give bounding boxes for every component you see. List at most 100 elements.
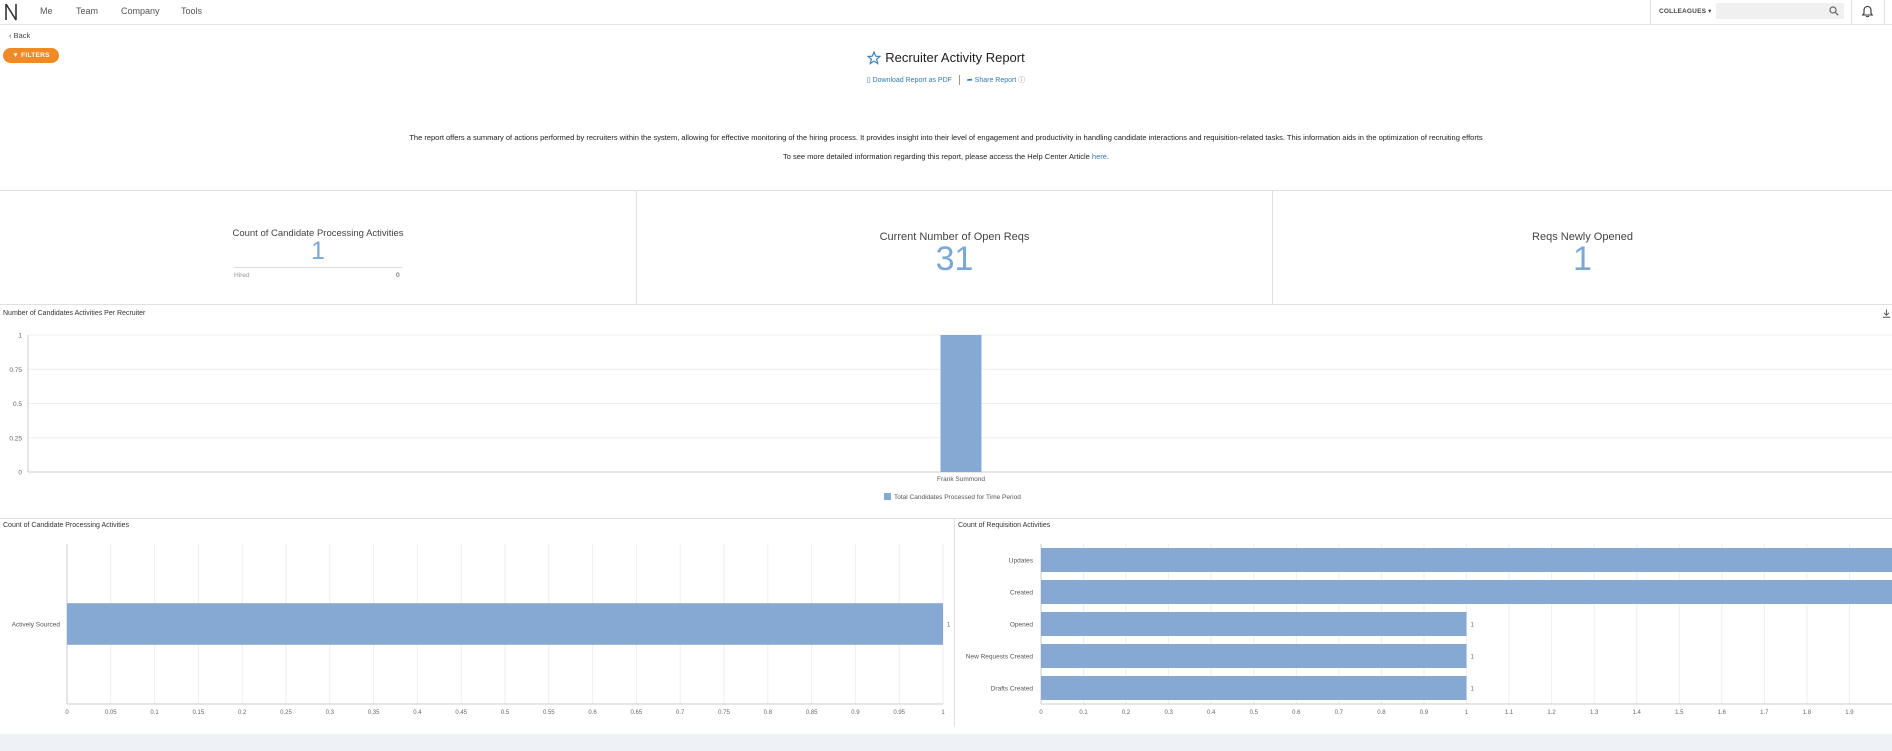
help-center-link[interactable]: here: [1091, 152, 1107, 161]
bar: [1041, 548, 1892, 572]
requisition-activities-chart: 0 0.1 0.2 0.3 0.4 0.5 0.6 0.7 0.8 0.9 1 1.1 1.2 1.3 1.…: [966, 544, 1892, 716]
x-tick-label: 0.8: [764, 710, 773, 716]
x-tick-label: 0.3: [326, 710, 335, 716]
x-tick-label: 1.2: [1547, 710, 1556, 716]
x-tick-label: 1: [1465, 710, 1469, 716]
x-tick-label: 0.8: [1377, 710, 1386, 716]
x-tick-label: 1.1: [1505, 710, 1514, 716]
x-tick-label: 0.6: [1292, 710, 1301, 716]
kpi-value: 1: [311, 237, 325, 265]
data-label: 1: [1471, 623, 1475, 629]
x-tick-label: 0.05: [105, 710, 117, 716]
x-tick-label: 1.8: [1803, 710, 1812, 716]
x-tick-label: 1.6: [1718, 710, 1727, 716]
x-tick-label: 0.9: [851, 710, 860, 716]
bar: [1041, 612, 1467, 636]
x-tick-label: 0.4: [1207, 710, 1216, 716]
x-tick-label: 0.9: [1420, 710, 1429, 716]
x-tick-label: 1.3: [1590, 710, 1599, 716]
bell-icon[interactable]: [1861, 5, 1874, 18]
search-input[interactable]: [1716, 3, 1844, 19]
bar: [1041, 644, 1467, 668]
kpi-label: Count of Candidate Processing Activities: [232, 228, 404, 239]
download-pdf-link[interactable]: ▯ Download Report as PDF: [867, 77, 954, 84]
x-tick-label: 0.2: [1122, 710, 1131, 716]
chart-title: Count of Requisition Activities: [958, 522, 1051, 529]
kpi-label: Reqs Newly Opened: [1532, 231, 1633, 243]
y-tick-label: New Requests Created: [966, 654, 1034, 661]
panel-divider: [954, 519, 955, 727]
kpi-open-reqs: Current Number of Open Reqs 31: [637, 191, 1272, 304]
colleagues-label: COLLEAGUES: [1659, 8, 1707, 15]
x-tick-label: 0.75: [718, 710, 730, 716]
x-tick-label: 0: [65, 710, 69, 716]
x-tick-label: 0.85: [806, 710, 818, 716]
report-title-text: Recruiter Activity Report: [885, 50, 1025, 65]
legend-swatch: [884, 493, 891, 500]
report-description: The report offers a summary of actions p…: [409, 133, 1483, 142]
kpi-label: Current Number of Open Reqs: [879, 231, 1030, 243]
filters-button[interactable]: ▼ FILTERS: [3, 48, 59, 63]
back-label: Back: [13, 31, 31, 40]
x-tick-label: 0.2: [238, 710, 247, 716]
x-tick-label: 0.1: [150, 710, 159, 716]
x-tick-label: Frank Summond: [937, 476, 985, 483]
y-tick-label: Actively Sourced: [12, 622, 61, 629]
nav-item-team[interactable]: Team: [76, 6, 99, 16]
chart-title: Count of Candidate Processing Activities: [3, 522, 130, 529]
nav-item-tools[interactable]: Tools: [181, 6, 203, 16]
download-icon[interactable]: [1882, 309, 1891, 318]
x-tick-label: 0.35: [368, 710, 380, 716]
share-report-label: Share Report: [974, 77, 1017, 84]
nav-item-company[interactable]: Company: [121, 6, 160, 16]
y-tick-label: 0: [18, 470, 22, 477]
data-label: 1: [1471, 687, 1475, 693]
nav-divider: [1650, 0, 1651, 25]
y-tick-label: 0.25: [9, 435, 22, 442]
search-icon[interactable]: [1829, 6, 1839, 16]
x-tick-label: 0.7: [676, 710, 685, 716]
back-link[interactable]: ‹ Back: [9, 31, 30, 40]
kpi-value: 1: [1573, 240, 1592, 278]
info-icon[interactable]: ⓘ: [1018, 77, 1026, 84]
report-header: Recruiter Activity Report: [0, 50, 1892, 70]
x-tick-label: 0.25: [280, 710, 292, 716]
x-tick-label: 0.4: [413, 710, 422, 716]
x-tick-label: 1.4: [1633, 710, 1642, 716]
help-center-text: To see more detailed information regardi…: [0, 152, 1892, 161]
bar: [67, 603, 943, 645]
star-icon[interactable]: [867, 50, 882, 65]
x-tick-label: 0.45: [455, 710, 467, 716]
kpi-divider: [1272, 191, 1273, 304]
logo-icon[interactable]: [4, 2, 18, 22]
data-label: 1: [1471, 655, 1475, 661]
chevron-left-icon: ‹: [9, 31, 12, 40]
kpi-sub-divider: [234, 267, 402, 268]
kpi-new-reqs: Reqs Newly Opened 1: [1273, 191, 1892, 304]
x-tick-label: 0: [1039, 710, 1043, 716]
x-tick-label: 1.9: [1845, 710, 1854, 716]
help-text: To see more detailed information regardi…: [782, 152, 1090, 161]
nav-divider: [1884, 0, 1885, 25]
y-tick-label: 0.5: [13, 401, 22, 408]
filters-label: FILTERS: [21, 52, 50, 59]
kpi-divider: [636, 191, 637, 304]
report-actions: ▯ Download Report as PDF ➦ Share Report …: [0, 75, 1892, 86]
link-separator: [958, 75, 960, 86]
candidate-processing-chart: 0 0.05 0.1 0.15 0.2 0.25 0.3 0.35 0.4 0.45 0.5 0.55…: [12, 544, 951, 716]
share-report-link[interactable]: ➦ Share Report ⓘ: [967, 77, 1025, 84]
y-tick-label: 1: [18, 333, 22, 340]
colleagues-dropdown[interactable]: COLLEAGUES ▾: [1659, 8, 1712, 15]
bar: [940, 335, 982, 472]
y-tick-label: 0.75: [9, 367, 22, 374]
filter-icon: ▼: [12, 52, 19, 59]
nav-item-me[interactable]: Me: [40, 6, 53, 16]
kpi-value: 31: [935, 240, 974, 278]
share-icon: ➦: [966, 77, 973, 84]
recruiter-activity-chart: 0 0.25 0.5 0.75 1 Frank Summond Total Candidat…: [9, 333, 1892, 501]
page-title: Recruiter Activity Report: [867, 50, 1025, 65]
chart-title: Number of Candidates Activities Per Recr…: [3, 310, 146, 317]
x-tick-label: 0.1: [1079, 710, 1088, 716]
data-label: 1: [947, 623, 951, 629]
